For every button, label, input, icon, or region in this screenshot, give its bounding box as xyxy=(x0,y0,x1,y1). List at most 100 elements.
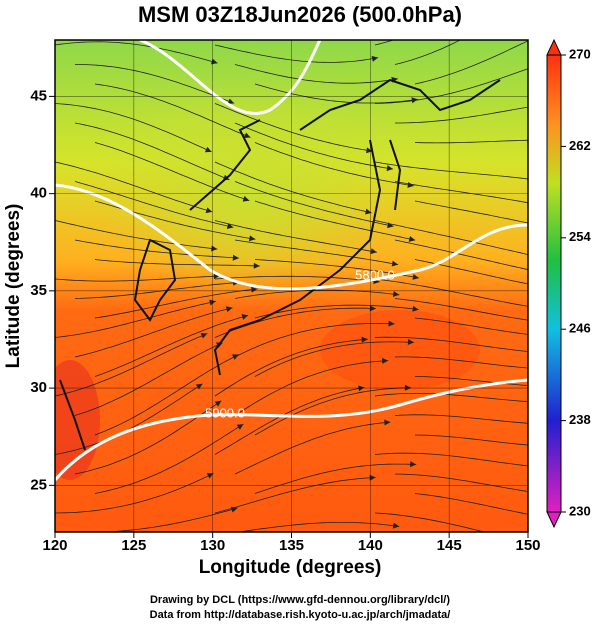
streamline-arrow xyxy=(549,567,556,574)
streamline-arrow xyxy=(243,132,251,138)
streamline-arrow xyxy=(561,20,569,28)
streamline xyxy=(74,281,240,299)
streamline xyxy=(374,68,528,104)
streamline xyxy=(94,315,249,377)
streamline-arrow xyxy=(384,419,391,426)
streamline-arrow xyxy=(412,273,419,280)
streamline xyxy=(414,200,528,224)
streamline xyxy=(254,142,414,187)
streamline xyxy=(214,387,365,455)
streamline xyxy=(374,161,528,180)
streamline xyxy=(254,200,416,241)
streamline-arrow xyxy=(214,400,222,407)
y-tick-label: 45 xyxy=(30,87,47,104)
streamline xyxy=(234,122,394,170)
streamline xyxy=(234,360,389,416)
colorbar-tick-label: 238 xyxy=(569,412,591,427)
streamline-arrow xyxy=(531,304,538,311)
x-tick-label: 130 xyxy=(200,537,225,554)
streamline-arrow xyxy=(407,181,414,188)
colorbar-extend-low xyxy=(546,511,562,529)
streamline-arrow xyxy=(204,146,212,153)
streamline xyxy=(374,278,528,307)
streamline xyxy=(414,493,528,515)
streamline xyxy=(235,522,400,532)
streamline-arrow xyxy=(248,235,256,242)
streamline xyxy=(254,304,419,319)
streamline xyxy=(394,473,528,492)
streamline xyxy=(55,383,203,455)
x-tick-label: 120 xyxy=(42,537,67,554)
streamline-arrow xyxy=(230,506,238,513)
warm-area xyxy=(320,310,480,390)
streamline xyxy=(234,323,395,358)
streamline-arrow xyxy=(365,208,372,215)
streamline-arrow xyxy=(530,252,537,259)
streamline-arrow xyxy=(391,260,399,267)
streamline-arrow xyxy=(404,384,411,391)
contour-line xyxy=(139,40,322,115)
streamline xyxy=(234,289,400,299)
streamline xyxy=(94,354,239,436)
credit: Data from http://database.rish.kyoto-u.a… xyxy=(150,609,451,621)
streamline xyxy=(55,333,208,397)
streamline xyxy=(96,507,238,532)
streamline xyxy=(55,300,216,338)
streamline-arrow xyxy=(206,473,214,479)
streamline xyxy=(214,338,368,397)
streamline xyxy=(214,275,380,283)
streamline-arrow xyxy=(253,262,260,269)
streamline xyxy=(214,44,379,63)
streamline xyxy=(234,239,399,265)
streamline xyxy=(395,106,528,124)
streamline-arrow xyxy=(205,207,213,214)
streamline xyxy=(74,342,223,416)
y-tick-label: 40 xyxy=(30,185,47,202)
streamline xyxy=(94,423,244,494)
streamline xyxy=(74,239,239,259)
streamline-arrow xyxy=(573,383,579,389)
streamline xyxy=(394,181,528,204)
colorbar-extend-high xyxy=(546,38,562,56)
streamline-arrow xyxy=(533,349,539,355)
streamline xyxy=(394,356,528,369)
streamline xyxy=(55,472,214,514)
streamline xyxy=(74,181,234,228)
streamline-arrow xyxy=(412,305,419,312)
streamline-arrow xyxy=(573,335,579,341)
streamline-arrow xyxy=(533,399,539,405)
streamline-arrow xyxy=(241,314,249,320)
streamline-arrow xyxy=(388,320,395,327)
streamline xyxy=(414,317,528,335)
streamline-arrow xyxy=(533,464,540,471)
streamline-arrow xyxy=(200,332,208,339)
streamline xyxy=(94,142,250,201)
streamline-arrow xyxy=(232,254,239,261)
streamline xyxy=(374,452,528,467)
streamline xyxy=(234,181,394,227)
colorbar-tick-label: 246 xyxy=(569,321,591,336)
x-axis-label: Longitude (degrees) xyxy=(199,557,382,578)
streamline xyxy=(214,161,372,214)
streamline-arrow xyxy=(236,424,244,430)
y-axis-label: Latitude (degrees) xyxy=(3,204,24,369)
streamline xyxy=(414,434,528,446)
streamline-arrow xyxy=(361,336,368,343)
contour-line xyxy=(55,183,528,291)
streamline-arrow xyxy=(242,195,250,202)
streamline xyxy=(214,220,377,253)
colorbar xyxy=(546,54,562,513)
field: 5900.0 5800.0 xyxy=(55,20,579,574)
streamline xyxy=(374,220,528,255)
streamline-arrow xyxy=(386,165,393,172)
contour-label: 5900.0 xyxy=(205,405,245,420)
streamline xyxy=(414,139,528,144)
streamline xyxy=(374,512,487,532)
streamline xyxy=(394,239,528,270)
streamline xyxy=(94,259,260,267)
streamline-arrow xyxy=(570,288,577,295)
y-tick-label: 35 xyxy=(30,282,47,299)
streamline-arrow xyxy=(366,147,373,154)
streamline xyxy=(55,41,218,64)
streamline xyxy=(74,122,230,181)
